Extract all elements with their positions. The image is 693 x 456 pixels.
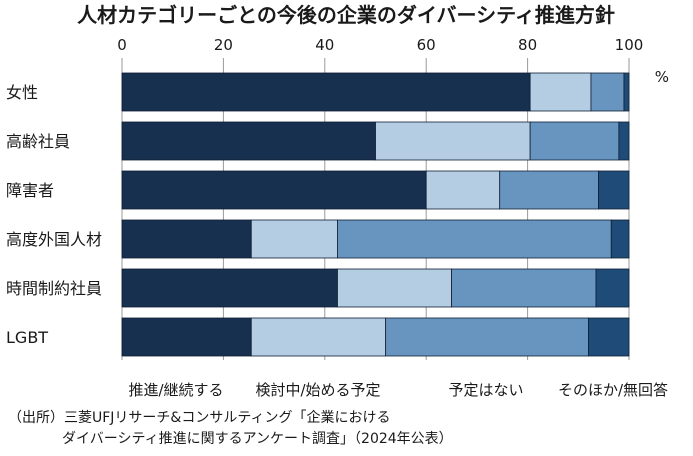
bar-segment: [588, 317, 630, 357]
bar-segment: [337, 268, 452, 308]
x-tick-label: 40: [315, 36, 334, 54]
x-tick-label: 0: [117, 36, 127, 54]
legend-label: 予定はない: [448, 381, 523, 399]
bar-segment: [618, 121, 630, 161]
bar-segment: [121, 317, 252, 357]
bar-segment: [451, 268, 597, 308]
bar-segment: [121, 72, 531, 112]
category-label: 高齢社員: [6, 132, 70, 151]
legend-label: 推進/継続する: [128, 381, 223, 399]
bar-segment: [337, 219, 612, 259]
bar-segment: [250, 219, 338, 259]
bar-segment: [598, 170, 630, 210]
bar-segment: [121, 268, 338, 308]
legend-label: そのほか/無回答: [558, 381, 668, 399]
x-tick-label: 60: [417, 36, 436, 54]
source-note-line2: ダイバーシティ推進に関するアンケート調査」（2024年公表）: [62, 431, 453, 447]
bar-segment: [121, 170, 427, 210]
category-label: 時間制約社員: [6, 279, 102, 298]
unit-label: %: [655, 68, 669, 86]
bar-segment: [590, 72, 625, 112]
category-label: 高度外国人材: [6, 230, 102, 249]
category-label: 障害者: [6, 181, 54, 200]
bar-segment: [595, 268, 630, 308]
stacked-bar-chart: 人材カテゴリーごとの今後の企業のダイバーシティ推進方針 % 0 20 40 60 80 1…: [6, 3, 669, 399]
bar-segment: [425, 170, 501, 210]
x-tick-label: 100: [615, 36, 644, 54]
source-note-line1: （出所）三菱UFJリサーチ&コンサルティング「企業における: [8, 410, 391, 426]
bar-segment: [499, 170, 599, 210]
bar-segment: [529, 121, 620, 161]
bar-segment: [121, 219, 252, 259]
bar-segment: [529, 72, 592, 112]
bar-segment: [121, 121, 376, 161]
x-tick-label: 20: [214, 36, 233, 54]
category-label: 女性: [6, 83, 38, 102]
legend-label: 検討中/始める予定: [255, 381, 380, 399]
bar-segment: [375, 121, 531, 161]
bar-segment: [250, 317, 387, 357]
x-tick-label: 80: [518, 36, 537, 54]
bar-segment: [623, 72, 630, 112]
bar-segment: [385, 317, 589, 357]
category-label: LGBT: [6, 328, 48, 347]
chart-title: 人材カテゴリーごとの今後の企業のダイバーシティ推進方針: [77, 3, 615, 27]
bar-segment: [610, 219, 630, 259]
